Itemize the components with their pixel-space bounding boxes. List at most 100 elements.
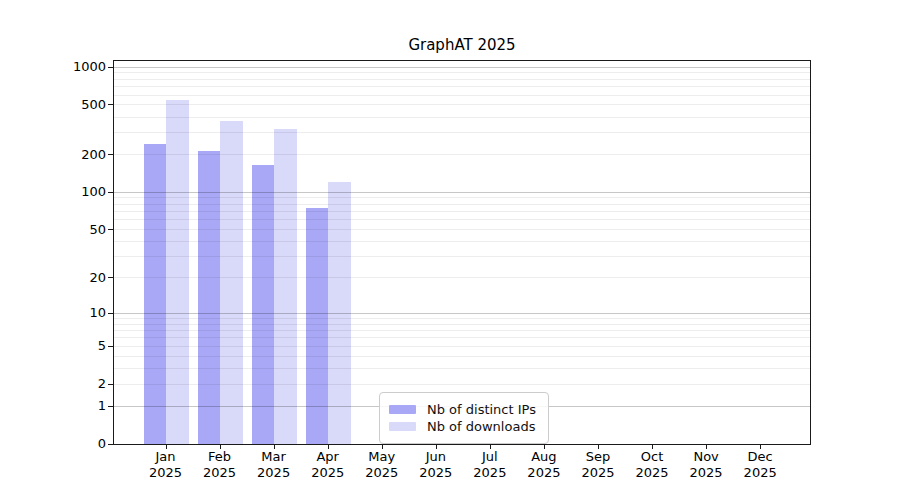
gridline-minor bbox=[114, 256, 810, 257]
gridline-minor bbox=[114, 229, 810, 230]
y-tick-label: 500 bbox=[0, 97, 106, 113]
gridline-minor bbox=[114, 204, 810, 205]
x-tick-year: 2025 bbox=[678, 465, 734, 481]
x-tick-mark bbox=[382, 445, 383, 449]
x-tick-label: May2025 bbox=[354, 449, 410, 481]
gridline-minor bbox=[114, 104, 810, 105]
x-tick-year: 2025 bbox=[138, 465, 194, 481]
bar-downloads bbox=[274, 129, 297, 444]
x-tick-label: Aug2025 bbox=[516, 449, 572, 481]
bar-distinct-ips bbox=[306, 208, 329, 444]
x-tick-year: 2025 bbox=[516, 465, 572, 481]
x-tick-month: Dec bbox=[732, 449, 788, 465]
gridline-minor bbox=[114, 79, 810, 80]
gridline-minor bbox=[114, 384, 810, 385]
x-tick-month: Jun bbox=[408, 449, 464, 465]
gridline-minor bbox=[114, 154, 810, 155]
x-tick-mark bbox=[544, 445, 545, 449]
x-tick-month: Aug bbox=[516, 449, 572, 465]
x-tick-year: 2025 bbox=[570, 465, 626, 481]
x-tick-mark bbox=[274, 445, 275, 449]
bars-layer bbox=[114, 61, 810, 444]
x-tick-month: Oct bbox=[624, 449, 680, 465]
x-tick-month: Mar bbox=[246, 449, 302, 465]
x-tick-year: 2025 bbox=[300, 465, 356, 481]
legend-swatch-downloads bbox=[389, 422, 416, 431]
x-tick-mark bbox=[436, 445, 437, 449]
gridline-minor bbox=[114, 277, 810, 278]
x-tick-mark bbox=[652, 445, 653, 449]
x-tick-year: 2025 bbox=[192, 465, 248, 481]
gridline-minor bbox=[114, 368, 810, 369]
y-tick-label: 10 bbox=[0, 305, 106, 321]
gridline-minor bbox=[114, 117, 810, 118]
x-tick-label: Dec2025 bbox=[732, 449, 788, 481]
y-tick-label: 1000 bbox=[0, 59, 106, 75]
y-tick-label: 100 bbox=[0, 184, 106, 200]
x-tick-year: 2025 bbox=[732, 465, 788, 481]
gridline-minor bbox=[114, 95, 810, 96]
x-tick-month: Sep bbox=[570, 449, 626, 465]
y-tick-label: 50 bbox=[0, 222, 106, 238]
x-tick-label: Sep2025 bbox=[570, 449, 626, 481]
bar-distinct-ips bbox=[252, 165, 275, 444]
x-tick-month: Jan bbox=[138, 449, 194, 465]
legend-label-downloads: Nb of downloads bbox=[427, 419, 535, 434]
plot-area bbox=[113, 60, 811, 445]
gridline-minor bbox=[114, 197, 810, 198]
x-tick-label: Jun2025 bbox=[408, 449, 464, 481]
x-tick-year: 2025 bbox=[246, 465, 302, 481]
x-tick-year: 2025 bbox=[624, 465, 680, 481]
legend-swatch-distinct-ips bbox=[389, 405, 416, 414]
gridline-minor bbox=[114, 72, 810, 73]
legend-item-distinct-ips: Nb of distinct IPs bbox=[389, 402, 536, 417]
grid-layer bbox=[114, 61, 810, 444]
gridline-major bbox=[114, 192, 810, 193]
x-tick-month: Nov bbox=[678, 449, 734, 465]
bar-downloads bbox=[166, 100, 189, 444]
x-tick-mark bbox=[598, 445, 599, 449]
x-tick-month: Feb bbox=[192, 449, 248, 465]
x-tick-mark bbox=[166, 445, 167, 449]
legend-item-downloads: Nb of downloads bbox=[389, 419, 536, 434]
gridline-minor bbox=[114, 356, 810, 357]
chart-canvas: GraphAT 2025 01251020501002005001000 Jan… bbox=[0, 0, 900, 500]
x-tick-mark bbox=[220, 445, 221, 449]
gridline-minor bbox=[114, 132, 810, 133]
x-tick-label: Jul2025 bbox=[462, 449, 518, 481]
x-tick-month: May bbox=[354, 449, 410, 465]
x-tick-mark bbox=[328, 445, 329, 449]
x-tick-label: Jan2025 bbox=[138, 449, 194, 481]
x-tick-month: Apr bbox=[300, 449, 356, 465]
chart-title: GraphAT 2025 bbox=[113, 36, 811, 54]
gridline-minor bbox=[114, 337, 810, 338]
gridline-minor bbox=[114, 330, 810, 331]
y-tick-label: 5 bbox=[0, 338, 106, 354]
x-tick-label: Nov2025 bbox=[678, 449, 734, 481]
x-tick-year: 2025 bbox=[462, 465, 518, 481]
gridline-minor bbox=[114, 219, 810, 220]
gridline-minor bbox=[114, 346, 810, 347]
bar-downloads bbox=[328, 182, 351, 444]
y-tick-label: 1 bbox=[0, 398, 106, 414]
x-tick-month: Jul bbox=[462, 449, 518, 465]
x-tick-year: 2025 bbox=[408, 465, 464, 481]
x-tick-mark bbox=[490, 445, 491, 449]
legend-label-distinct-ips: Nb of distinct IPs bbox=[427, 402, 536, 417]
y-tick-label: 2 bbox=[0, 376, 106, 392]
legend: Nb of distinct IPs Nb of downloads bbox=[379, 392, 549, 444]
gridline-minor bbox=[114, 324, 810, 325]
bar-distinct-ips bbox=[144, 144, 167, 444]
gridline-minor bbox=[114, 318, 810, 319]
x-tick-mark bbox=[760, 445, 761, 449]
x-tick-label: Feb2025 bbox=[192, 449, 248, 481]
x-tick-year: 2025 bbox=[354, 465, 410, 481]
x-tick-label: Mar2025 bbox=[246, 449, 302, 481]
y-tick-label: 200 bbox=[0, 147, 106, 163]
bar-distinct-ips bbox=[198, 151, 221, 444]
x-tick-label: Oct2025 bbox=[624, 449, 680, 481]
gridline-minor bbox=[114, 211, 810, 212]
gridline-major bbox=[114, 67, 810, 68]
gridline-major bbox=[114, 313, 810, 314]
x-tick-mark bbox=[706, 445, 707, 449]
